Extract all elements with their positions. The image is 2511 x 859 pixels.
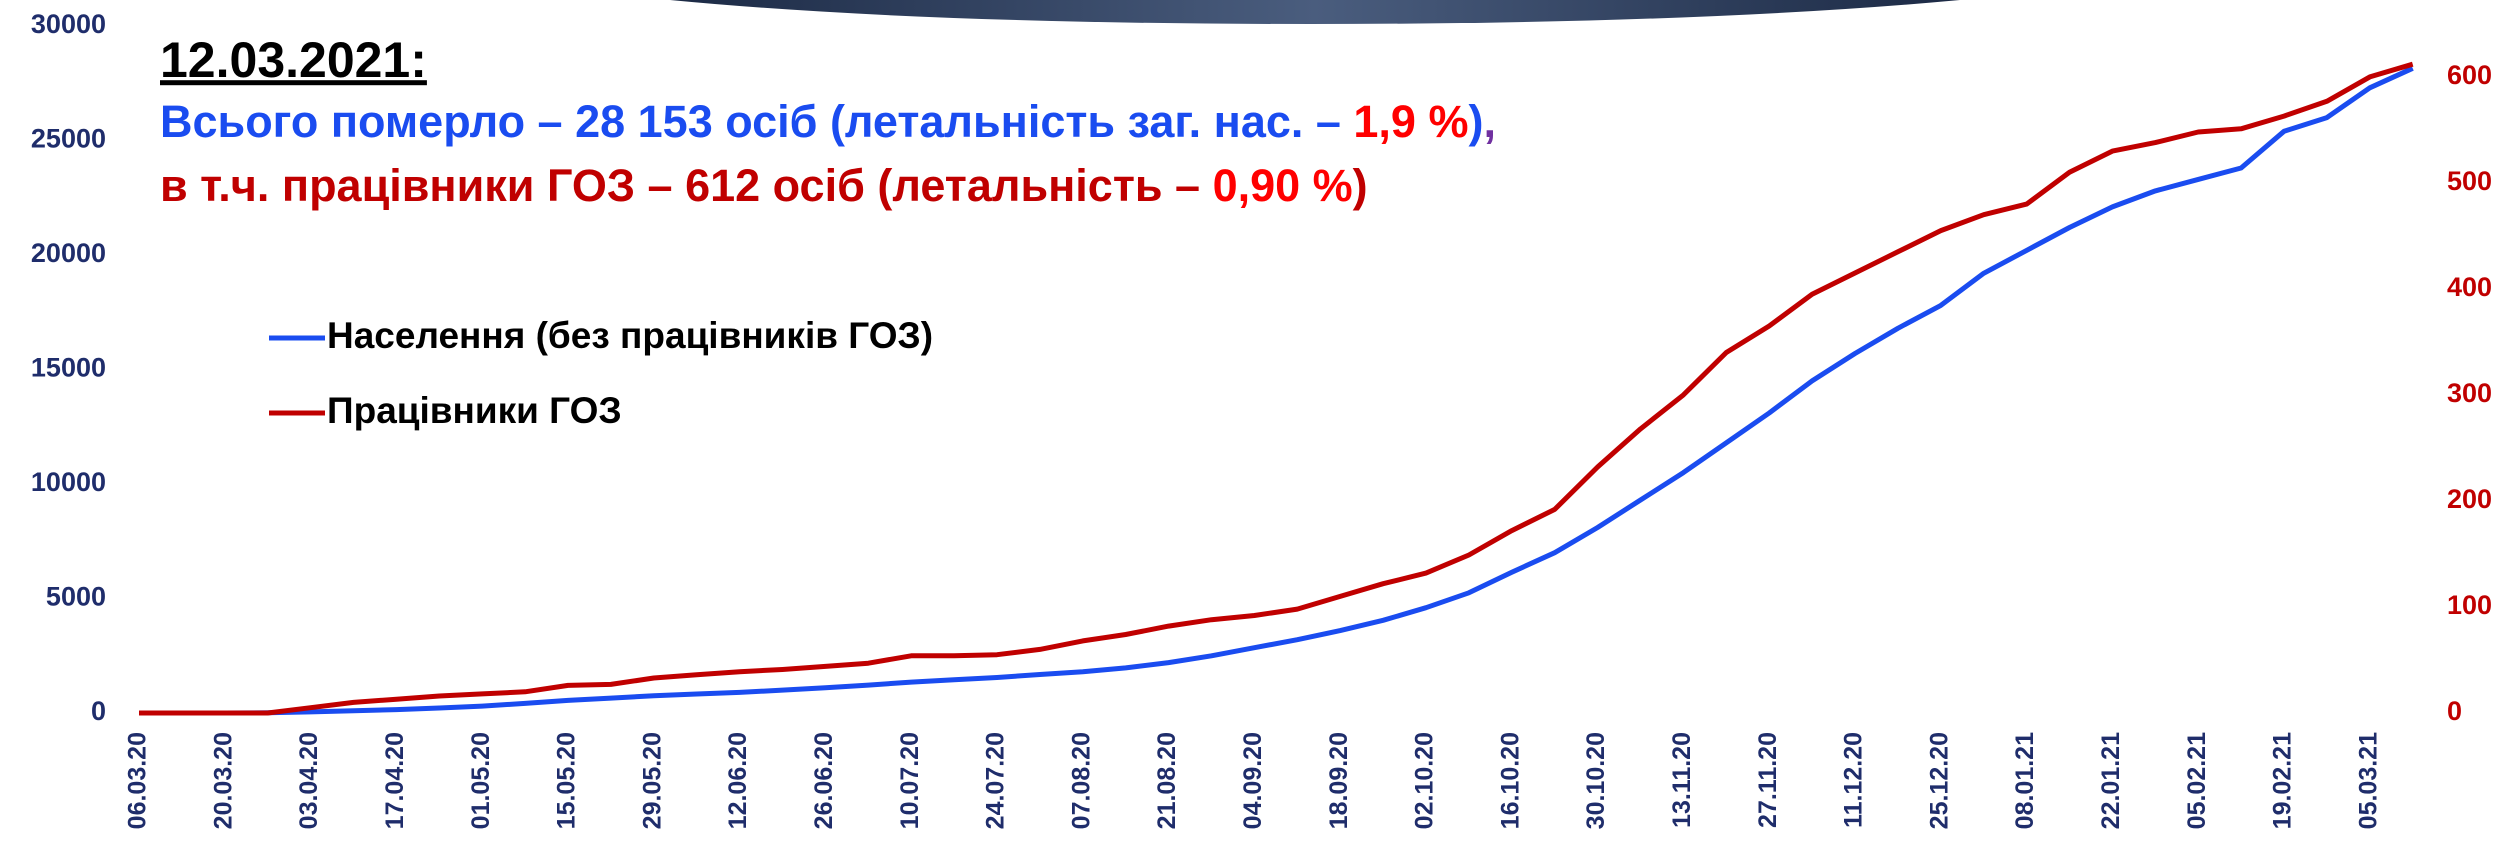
y2-tick-label: 300 [2447,378,2492,408]
x-tick-label: 03.04.20 [295,732,323,829]
x-tick-label: 05.03.21 [2354,732,2382,829]
x-tick-label: 30.10.20 [1582,732,1610,829]
x-tick-label: 25.12.20 [1925,732,1953,829]
y-tick-label: 30000 [31,9,106,39]
x-tick-label: 13.11.20 [1668,732,1696,828]
x-tick-label: 20.03.20 [209,732,237,829]
x-tick-label: 21.08.20 [1153,732,1181,829]
y-tick-label: 25000 [31,124,106,154]
y-tick-label: 5000 [46,582,106,612]
y2-tick-label: 100 [2447,590,2492,620]
x-tick-label: 07.08.20 [1067,732,1095,829]
x-tick-label: 15.05.20 [553,732,581,829]
y2-tick-label: 0 [2447,696,2462,726]
y-tick-label: 10000 [31,467,106,497]
series-line [139,66,2414,716]
y-tick-label: 15000 [31,353,106,383]
x-tick-label: 16.10.20 [1496,732,1524,829]
x-tick-label: 19.02.21 [2269,732,2297,829]
series-line [139,61,2414,716]
y2-tick-label: 600 [2447,60,2492,90]
y2-tick-label: 200 [2447,484,2492,514]
x-tick-label: 06.03.20 [124,732,152,829]
chart-title: 12.03.2021: [160,32,427,88]
x-tick-label: 17.04.20 [381,732,409,829]
subtitle-part: 1,9 % [1353,96,1468,147]
x-tick-label: 02.10.20 [1411,732,1439,829]
subtitle: в т.ч. працівники ГОЗ – 612 осіб (леталь… [160,160,1368,211]
subtitle-part: ) [1353,160,1368,211]
x-tick-label: 10.07.20 [896,732,924,829]
x-tick-label: 29.05.20 [638,732,666,829]
x-tick-label: 26.06.20 [810,732,838,829]
legend-label: Працівники ГОЗ [327,390,622,431]
x-tick-label: 18.09.20 [1325,732,1353,829]
y2-tick-label: 400 [2447,272,2492,302]
y2-tick-label: 500 [2447,166,2492,196]
x-tick-label: 05.02.21 [2183,732,2211,829]
x-tick-label: 24.07.20 [982,732,1010,829]
subtitle-part: ) [1468,96,1483,147]
subtitle: Всього померло – 28 153 осіб (летальніст… [160,96,1496,147]
subtitle-part: , [1483,96,1496,147]
subtitle-part: в т.ч. працівники ГОЗ – 612 осіб (леталь… [160,160,1213,211]
y-tick-label: 0 [91,696,106,726]
subtitle-part: Всього померло – 28 153 осіб (летальніст… [160,96,1353,147]
y-tick-label: 20000 [31,238,106,268]
legend-label: Населення (без працівників ГОЗ) [327,315,933,356]
x-tick-label: 04.09.20 [1239,732,1267,829]
x-tick-label: 22.01.21 [2097,732,2125,829]
x-tick-label: 01.05.20 [467,732,495,829]
subtitle-part: 0,90 % [1213,160,1353,211]
header-banner [670,0,1960,24]
x-tick-label: 11.12.20 [1840,732,1868,828]
x-tick-label: 08.01.21 [2011,732,2039,829]
x-tick-label: 27.11.20 [1754,732,1782,828]
x-tick-label: 12.06.20 [724,732,752,829]
